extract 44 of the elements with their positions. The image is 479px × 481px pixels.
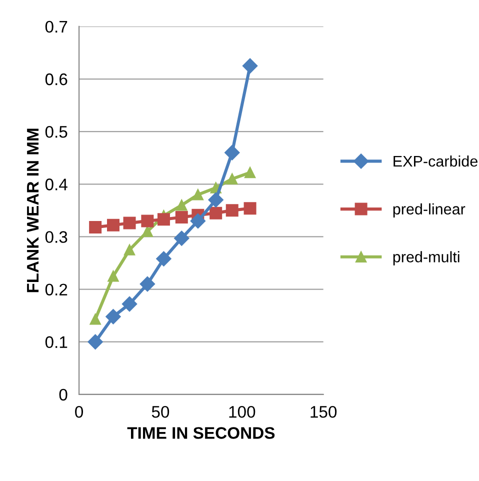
y-tick-label: 0 — [59, 388, 68, 401]
point — [122, 296, 138, 312]
point — [141, 214, 154, 228]
y-tick-label: 0.1 — [45, 336, 68, 348]
point — [106, 218, 120, 232]
point — [140, 276, 156, 292]
x-axis-title: TIME IN SECONDS — [127, 427, 275, 439]
point — [224, 145, 240, 160]
point — [176, 200, 188, 211]
point — [174, 230, 190, 246]
point — [190, 213, 206, 229]
point — [156, 251, 172, 266]
legend-label: EXP-carbide — [394, 155, 478, 167]
y-tick-label: 0.7 — [45, 20, 68, 33]
point — [210, 206, 222, 220]
y-tick-label: 0.2 — [45, 284, 68, 296]
point — [88, 334, 103, 350]
point — [244, 202, 256, 215]
point — [192, 189, 204, 200]
x-tick-label: 50 — [152, 406, 170, 418]
point — [123, 216, 136, 230]
x-tick-label: 150 — [310, 406, 337, 418]
point — [124, 244, 136, 256]
point — [242, 58, 258, 74]
y-tick-label: 0.4 — [45, 178, 68, 190]
point — [108, 270, 119, 282]
y-tick-label: 0.6 — [45, 73, 68, 86]
point — [226, 204, 238, 217]
legend-label: pred-linear — [393, 203, 466, 218]
point — [142, 226, 153, 238]
point — [244, 167, 256, 178]
point — [157, 213, 170, 226]
x-tick-label: 100 — [229, 406, 256, 418]
point — [89, 221, 102, 234]
y-tick-label: 0.5 — [45, 126, 68, 138]
point — [208, 192, 224, 208]
legend-label: pred-multi — [393, 251, 460, 266]
y-axis-title: FLANK WEAR IN MM — [27, 128, 39, 292]
point — [226, 173, 238, 184]
x-tick-label: 0 — [75, 406, 84, 418]
point — [175, 211, 188, 224]
y-tick-label: 0.3 — [45, 231, 68, 243]
point — [106, 309, 121, 324]
point — [90, 314, 101, 325]
